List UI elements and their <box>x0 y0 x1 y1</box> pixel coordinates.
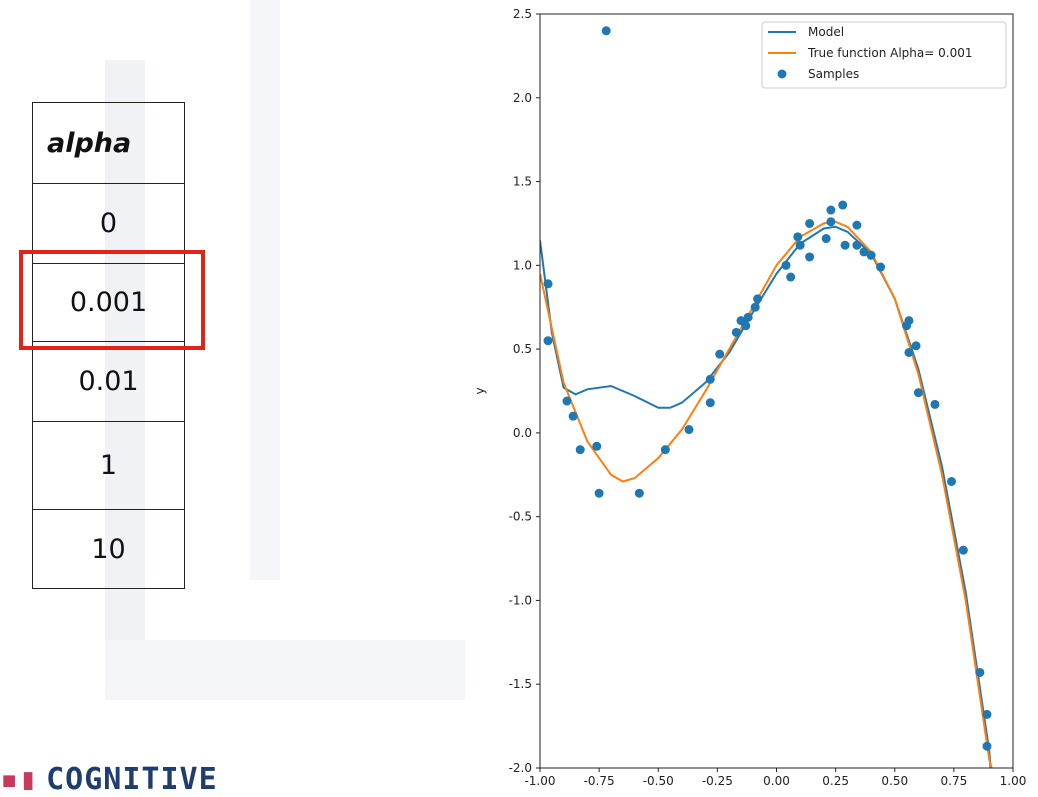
point <box>805 252 815 262</box>
x-tick-label: -0.50 <box>643 774 674 788</box>
plot-area <box>540 26 993 768</box>
x-tick-label: -0.75 <box>584 774 615 788</box>
x-tick-label: -0.25 <box>702 774 733 788</box>
point <box>982 709 992 719</box>
bg-shape <box>105 60 145 690</box>
y-tick-label: -1.5 <box>509 677 532 691</box>
chart-background <box>465 0 1038 795</box>
point <box>715 349 725 359</box>
point <box>958 545 968 555</box>
point <box>904 316 914 326</box>
table-cell: 0 <box>33 183 184 263</box>
y-tick-label: 2.5 <box>513 7 532 21</box>
point <box>705 374 715 384</box>
y-tick-label: 1.5 <box>513 175 532 189</box>
table-header: alpha <box>47 127 132 159</box>
point <box>705 398 715 408</box>
x-tick-label: 0.75 <box>941 774 968 788</box>
table-cell: 10 <box>33 509 184 588</box>
point <box>838 200 848 210</box>
y-tick-label: -2.0 <box>509 761 532 775</box>
table-cell: 0.001 <box>33 263 184 341</box>
y-axis-label: y <box>473 387 487 394</box>
point <box>913 388 923 398</box>
y-tick-label: 2.0 <box>513 91 532 105</box>
bg-shape <box>250 0 280 580</box>
line <box>540 225 992 768</box>
point <box>876 262 886 272</box>
y-tick-label: -1.0 <box>509 593 532 607</box>
point <box>866 250 876 260</box>
legend-label: Model <box>808 25 844 39</box>
point <box>982 741 992 751</box>
x-tick-label: 0.50 <box>881 774 908 788</box>
plot-frame <box>539 13 1014 769</box>
point <box>859 247 869 257</box>
point <box>930 399 940 409</box>
point <box>786 272 796 282</box>
point <box>795 240 805 250</box>
point <box>911 341 921 351</box>
legend-box <box>761 21 1007 89</box>
point <box>575 445 585 455</box>
point <box>601 26 611 36</box>
x-tick-label: 0.25 <box>822 774 849 788</box>
point <box>975 667 985 677</box>
point <box>826 217 836 227</box>
point <box>852 220 862 230</box>
y-tick-label: 1.0 <box>513 258 532 272</box>
point <box>947 476 957 486</box>
point <box>741 321 751 331</box>
line <box>540 220 993 768</box>
table-cell: 1 <box>33 421 184 509</box>
logo-text: COGNITIVE <box>46 762 218 797</box>
point <box>821 234 831 244</box>
bg-shape <box>105 640 465 700</box>
point <box>781 260 791 270</box>
x-tick-label: -1.00 <box>524 774 555 788</box>
point <box>594 488 604 498</box>
legend-label: True function Alpha= 0.001 <box>807 46 972 60</box>
point <box>562 396 572 406</box>
point <box>805 218 815 228</box>
x-tick-label: 0.00 <box>763 774 790 788</box>
logo: ▪▮ COGNITIVE <box>0 762 218 797</box>
legend-marker <box>777 69 787 79</box>
point <box>634 488 644 498</box>
point <box>793 232 803 242</box>
alpha-table: alpha 0 0.001 0.01 1 10 <box>32 102 185 589</box>
logo-icon: ▪▮ <box>0 762 39 797</box>
point <box>904 347 914 357</box>
y-tick-label: 0.5 <box>513 342 532 356</box>
y-tick-label: -0.5 <box>509 510 532 524</box>
highlight-box <box>19 250 205 350</box>
point <box>731 327 741 337</box>
point <box>568 411 578 421</box>
x-tick-label: 1.00 <box>1000 774 1027 788</box>
point <box>753 294 763 304</box>
point <box>684 425 694 435</box>
legend-label: Samples <box>808 67 859 81</box>
point <box>543 279 553 289</box>
point <box>743 312 753 322</box>
point <box>592 441 602 451</box>
point <box>852 240 862 250</box>
point <box>750 302 760 312</box>
y-tick-label: 0.0 <box>513 426 532 440</box>
point <box>826 205 836 215</box>
point <box>543 336 553 346</box>
point <box>660 445 670 455</box>
table-cell: 0.01 <box>33 341 184 421</box>
point <box>840 240 850 250</box>
